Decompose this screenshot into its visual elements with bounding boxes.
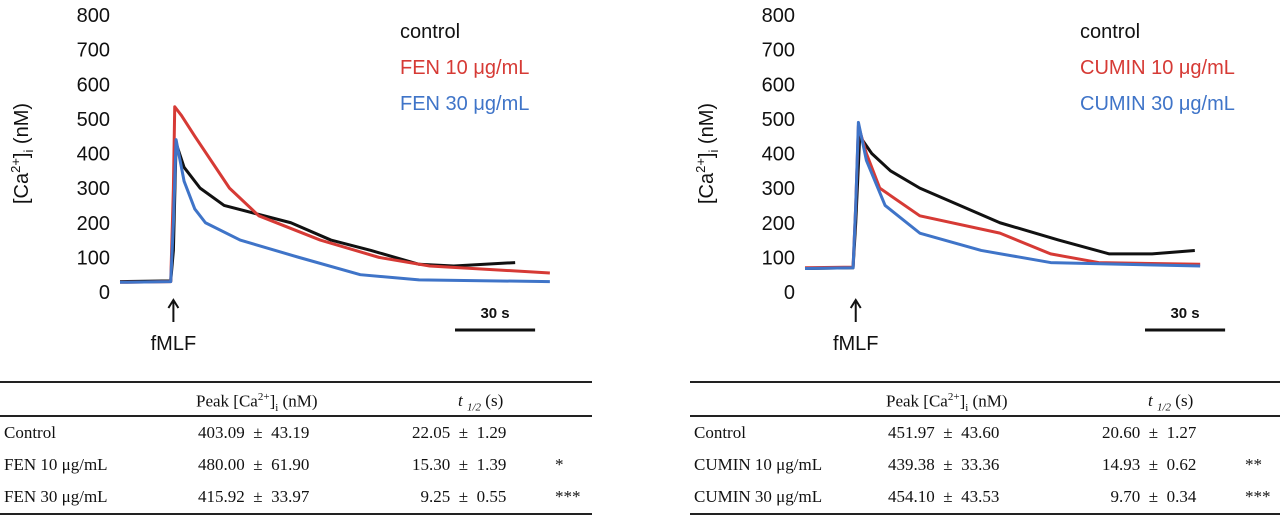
series-line-2 bbox=[804, 120, 1201, 270]
arrow-head-icon bbox=[849, 298, 862, 309]
y-tick-label: 0 bbox=[99, 282, 110, 304]
row-sig: *** bbox=[555, 487, 581, 506]
header-peak: Peak [Ca2+]i (nM) bbox=[886, 391, 1008, 415]
row-t-half: 22.05 ± 1.29 bbox=[412, 423, 507, 442]
y-tick-label: 500 bbox=[77, 109, 110, 131]
arrow-head-icon bbox=[167, 298, 180, 309]
table-header: Peak [Ca2+]i (nM) t 1/2 (s) bbox=[690, 383, 1280, 417]
y-tick-label: 200 bbox=[77, 213, 110, 235]
row-t-half: 14.93 ± 0.62 bbox=[1102, 455, 1197, 474]
row-name: CUMIN 10 μg/mL bbox=[694, 455, 823, 474]
y-tick-label: 600 bbox=[762, 74, 795, 96]
row-name: Control bbox=[694, 423, 746, 442]
y-tick-label: 700 bbox=[77, 40, 110, 62]
row-sig: ** bbox=[1245, 455, 1262, 474]
y-tick-label: 800 bbox=[762, 5, 795, 27]
row-name: FEN 10 μg/mL bbox=[4, 455, 108, 474]
table-row: FEN 10 μg/mL 480.00 ± 61.90 15.30 ± 1.39 * bbox=[0, 449, 592, 481]
table-row: Control 451.97 ± 43.60 20.60 ± 1.27 bbox=[690, 417, 1280, 449]
legend-entry: control bbox=[1080, 21, 1140, 43]
y-axis-label: [Ca2+]i (nM) bbox=[693, 103, 721, 204]
y-tick-label: 400 bbox=[77, 144, 110, 166]
y-tick-label: 300 bbox=[762, 178, 795, 200]
legend-entry: CUMIN 10 μg/mL bbox=[1080, 57, 1235, 79]
calcium-charts: 0 100 200 300 400 500 600 700 800 [Ca2+]i (nM) con… bbox=[8, 5, 1235, 355]
legend-entry: FEN 30 μg/mL bbox=[400, 93, 529, 115]
row-sig: *** bbox=[1245, 487, 1271, 506]
row-name: CUMIN 30 μg/mL bbox=[694, 487, 823, 506]
table-row: Control 403.09 ± 43.19 22.05 ± 1.29 bbox=[0, 417, 592, 449]
y-tick-label: 400 bbox=[762, 144, 795, 166]
series-line-2 bbox=[119, 138, 550, 284]
legend-entry: control bbox=[400, 21, 460, 43]
row-t-half: 9.25 ± 0.55 bbox=[412, 487, 507, 506]
series-line-1 bbox=[119, 105, 550, 284]
fen-table: Peak [Ca2+]i (nM) t 1/2 (s) Control 403.0… bbox=[0, 381, 592, 515]
y-tick-label: 800 bbox=[77, 5, 110, 27]
row-sig: * bbox=[555, 455, 564, 474]
row-peak: 403.09 ± 43.19 bbox=[198, 423, 310, 442]
stimulus-label: fMLF bbox=[833, 333, 879, 355]
row-name: Control bbox=[4, 423, 56, 442]
row-peak: 415.92 ± 33.97 bbox=[198, 487, 310, 506]
y-tick-label: 600 bbox=[77, 74, 110, 96]
y-tick-label: 100 bbox=[762, 247, 795, 269]
row-peak: 439.38 ± 33.36 bbox=[888, 455, 1000, 474]
row-t-half: 15.30 ± 1.39 bbox=[412, 455, 507, 474]
row-peak: 480.00 ± 61.90 bbox=[198, 455, 310, 474]
y-tick-label: 100 bbox=[77, 247, 110, 269]
cumin-table: Peak [Ca2+]i (nM) t 1/2 (s) Control 451.9… bbox=[690, 381, 1280, 515]
header-peak: Peak [Ca2+]i (nM) bbox=[196, 391, 318, 415]
row-name: FEN 30 μg/mL bbox=[4, 487, 108, 506]
y-tick-label: 500 bbox=[762, 109, 795, 131]
y-tick-label: 200 bbox=[762, 213, 795, 235]
series-line-0 bbox=[804, 134, 1195, 270]
row-t-half: 9.70 ± 0.34 bbox=[1102, 487, 1197, 506]
table-row: CUMIN 30 μg/mL 454.10 ± 43.53 9.70 ± 0.34… bbox=[690, 481, 1280, 513]
legend-entry: FEN 10 μg/mL bbox=[400, 57, 529, 79]
y-tick-label: 0 bbox=[784, 282, 795, 304]
stimulus-label: fMLF bbox=[151, 333, 197, 355]
table-row: CUMIN 10 μg/mL 439.38 ± 33.36 14.93 ± 0.62… bbox=[690, 449, 1280, 481]
y-tick-label: 700 bbox=[762, 40, 795, 62]
table-row: FEN 30 μg/mL 415.92 ± 33.97 9.25 ± 0.55 **… bbox=[0, 481, 592, 513]
y-tick-label: 300 bbox=[77, 178, 110, 200]
row-peak: 454.10 ± 43.53 bbox=[888, 487, 1000, 506]
header-t-half: t 1/2 (s) bbox=[458, 391, 504, 414]
y-axis-label: [Ca2+]i (nM) bbox=[8, 103, 36, 204]
scale-bar-label: 30 s bbox=[1170, 305, 1199, 322]
table-header: Peak [Ca2+]i (nM) t 1/2 (s) bbox=[0, 383, 592, 417]
scale-bar-label: 30 s bbox=[480, 305, 509, 322]
row-t-half: 20.60 ± 1.27 bbox=[1102, 423, 1197, 442]
header-t-half: t 1/2 (s) bbox=[1148, 391, 1194, 414]
legend-entry: CUMIN 30 μg/mL bbox=[1080, 93, 1235, 115]
row-peak: 451.97 ± 43.60 bbox=[888, 423, 1000, 442]
